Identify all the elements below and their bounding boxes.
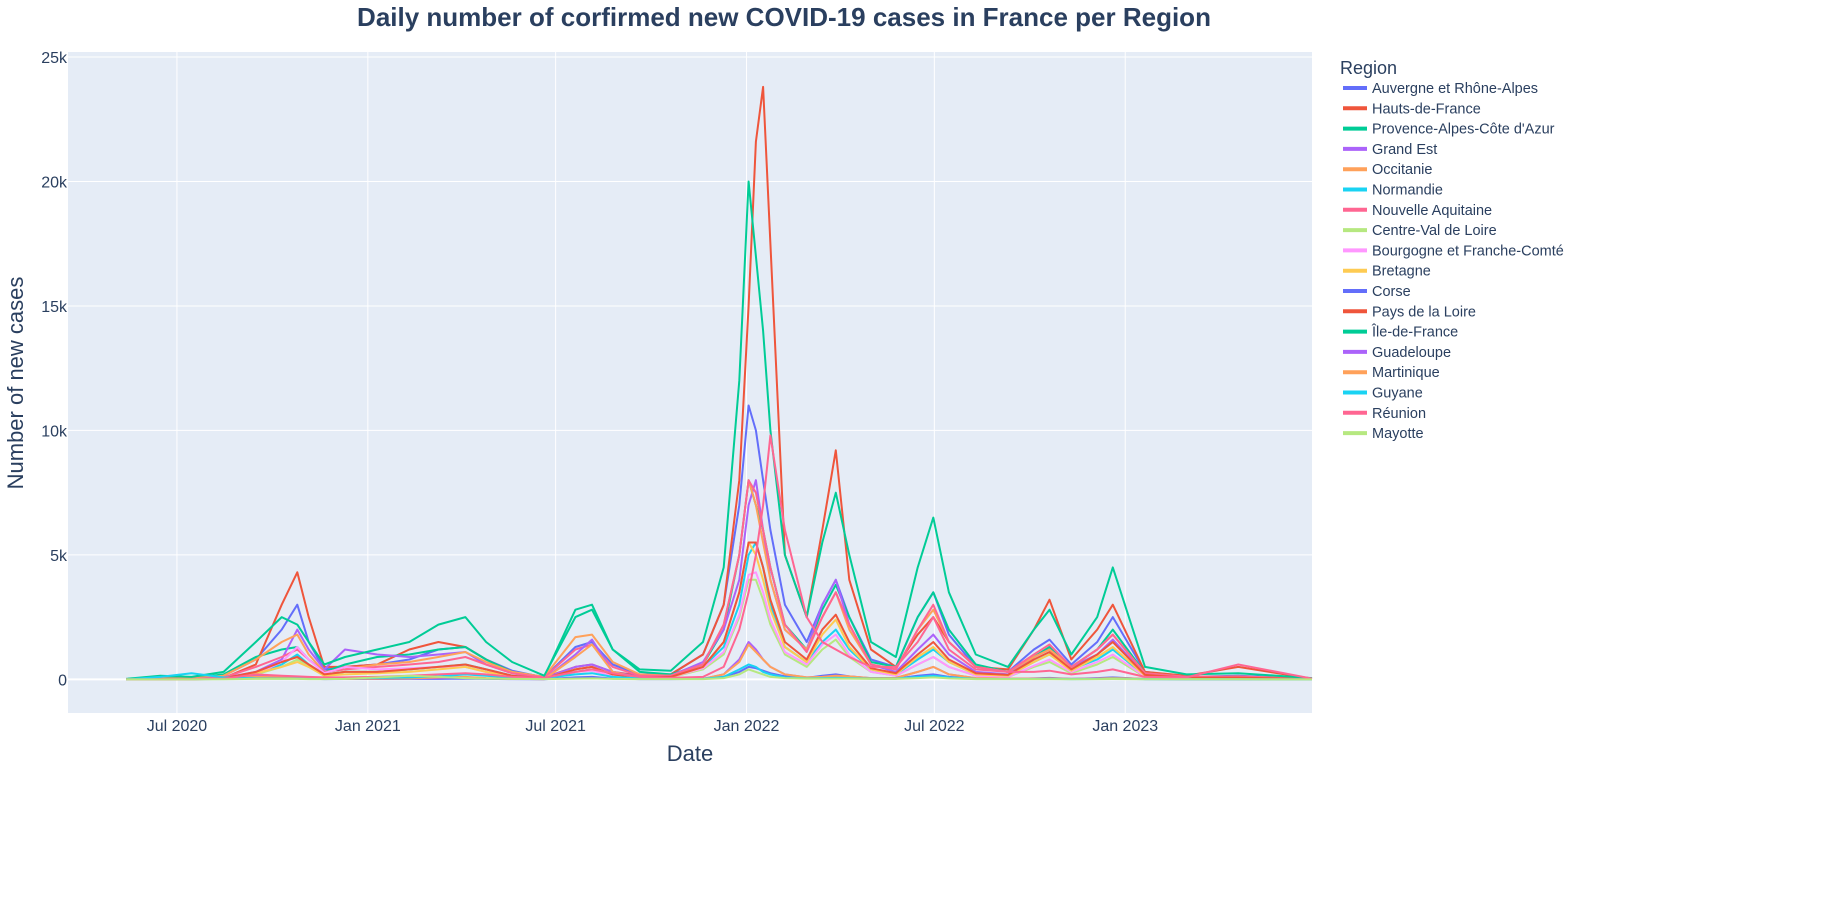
series-line [126, 404, 1313, 681]
legend-item[interactable]: Bretagne [1343, 264, 1431, 280]
y-tick-label: 25k [41, 50, 68, 67]
legend-item[interactable]: Normandie [1343, 183, 1443, 199]
y-axis-ticks: 0 5k 10k 15k 20k 25k [41, 50, 68, 689]
x-axis-title: Date [667, 741, 713, 766]
x-tick-label: Jul 2021 [525, 718, 586, 735]
x-tick-label: Jan 2021 [335, 718, 401, 735]
y-tick-label: 0 [58, 672, 67, 689]
plot-background [68, 52, 1312, 713]
legend-label: Guadeloupe [1372, 345, 1451, 361]
legend-item[interactable]: Provence-Alpes-Côte d'Azur [1343, 122, 1555, 138]
legend-label: Centre-Val de Loire [1372, 223, 1497, 239]
series-line [126, 434, 1313, 681]
legend-item[interactable]: Bourgogne et Franche-Comté [1343, 243, 1564, 259]
legend-label: Normandie [1372, 183, 1443, 199]
series-line [126, 668, 1313, 681]
legend-item[interactable]: Occitanie [1343, 162, 1432, 178]
series-line [126, 571, 1313, 681]
y-axis-title: Number of new cases [3, 277, 28, 490]
x-tick-label: Jul 2020 [147, 718, 208, 735]
legend-item[interactable]: Martinique [1343, 365, 1440, 381]
series-line [126, 541, 1313, 681]
legend-label: Corse [1372, 284, 1411, 300]
legend-label: Mayotte [1372, 426, 1424, 442]
legend-label: Provence-Alpes-Côte d'Azur [1372, 122, 1555, 138]
y-tick-label: 5k [50, 548, 68, 565]
legend-item[interactable]: Guadeloupe [1343, 345, 1451, 361]
legend-label: Hauts-de-France [1372, 101, 1481, 117]
legend-label: Occitanie [1372, 162, 1432, 178]
legend-item[interactable]: Guyane [1343, 386, 1423, 402]
legend-item[interactable]: Hauts-de-France [1343, 101, 1481, 117]
y-tick-label: 20k [41, 174, 68, 191]
x-axis-ticks: Jul 2020 Jan 2021 Jul 2021 Jan 2022 Jul 2022… [147, 718, 1159, 735]
legend-label: Île-de-France [1371, 324, 1458, 341]
legend-item[interactable]: Mayotte [1343, 426, 1424, 442]
legend-label: Réunion [1372, 406, 1426, 422]
legend-label: Bretagne [1372, 264, 1431, 280]
legend-label: Guyane [1372, 386, 1423, 402]
chart-title: Daily number of corfirmed new COVID-19 c… [357, 2, 1211, 32]
legend-item[interactable]: Nouvelle Aquitaine [1343, 203, 1492, 219]
x-tick-label: Jan 2023 [1092, 718, 1158, 735]
y-tick-label: 15k [41, 299, 68, 316]
legend-item[interactable]: Corse [1343, 284, 1411, 300]
legend-item[interactable]: Auvergne et Rhône-Alpes [1343, 81, 1538, 97]
legend-item[interactable]: Grand Est [1343, 142, 1437, 158]
series-line [126, 180, 1313, 680]
legend-label: Grand Est [1372, 142, 1437, 158]
x-tick-label: Jan 2022 [714, 718, 780, 735]
legend-label: Martinique [1372, 365, 1440, 381]
traces [126, 85, 1313, 681]
legend-item[interactable]: Réunion [1343, 406, 1426, 422]
x-tick-label: Jul 2022 [904, 718, 965, 735]
legend-item[interactable]: Île-de-France [1343, 324, 1458, 341]
legend-label: Pays de la Loire [1372, 304, 1476, 320]
legend-label: Bourgogne et Franche-Comté [1372, 243, 1564, 259]
legend-item[interactable]: Centre-Val de Loire [1343, 223, 1497, 239]
y-tick-label: 10k [41, 423, 68, 440]
legend-item[interactable]: Pays de la Loire [1343, 304, 1476, 320]
legend-label: Auvergne et Rhône-Alpes [1372, 81, 1538, 97]
legend: Auvergne et Rhône-Alpes Hauts-de-France Pr… [1343, 81, 1564, 442]
legend-label: Nouvelle Aquitaine [1372, 203, 1492, 219]
legend-title: Region [1340, 58, 1397, 78]
